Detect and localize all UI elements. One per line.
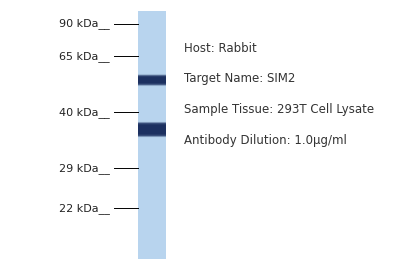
Text: 65 kDa__: 65 kDa__	[59, 51, 110, 61]
Text: 40 kDa__: 40 kDa__	[59, 107, 110, 117]
Text: Host: Rabbit: Host: Rabbit	[184, 42, 257, 54]
Text: 90 kDa__: 90 kDa__	[59, 19, 110, 29]
Text: 29 kDa__: 29 kDa__	[59, 163, 110, 174]
Text: Sample Tissue: 293T Cell Lysate: Sample Tissue: 293T Cell Lysate	[184, 103, 374, 116]
Text: Antibody Dilution: 1.0µg/ml: Antibody Dilution: 1.0µg/ml	[184, 134, 347, 147]
Text: 22 kDa__: 22 kDa__	[59, 203, 110, 214]
Bar	[138, 11, 166, 259]
Text: Target Name: SIM2: Target Name: SIM2	[184, 72, 295, 85]
